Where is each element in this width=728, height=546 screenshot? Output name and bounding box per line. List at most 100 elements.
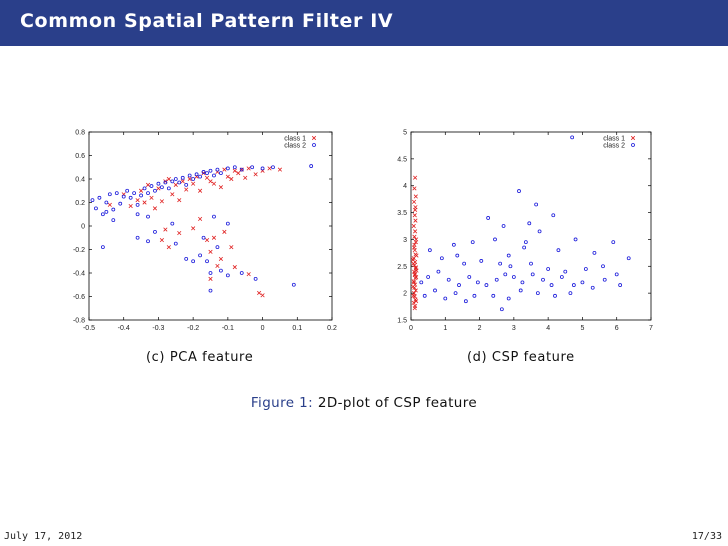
subcaption-csp: (d) CSP feature — [467, 350, 575, 365]
pca-y-tick-label: -0.4 — [73, 271, 85, 278]
csp-point-class-2 — [455, 253, 460, 258]
footer-date: July 17, 2012 — [4, 531, 83, 542]
pca-point-class-1 — [166, 245, 171, 250]
pca-point-class-2 — [212, 173, 216, 178]
pca-point-class-1 — [138, 188, 144, 193]
csp-point-class-1 — [413, 175, 418, 180]
pca-point-class-2 — [125, 188, 130, 193]
csp-point-class-2 — [457, 283, 461, 287]
csp-point-class-2 — [583, 267, 588, 271]
pca-point-class-2 — [170, 179, 175, 184]
csp-point-class-1 — [412, 199, 417, 204]
pca-point-class-2 — [153, 229, 157, 234]
pca-point-class-2 — [253, 276, 258, 281]
csp-point-class-2 — [443, 296, 448, 301]
csp-point-class-2 — [626, 256, 631, 261]
pca-point-class-2 — [166, 186, 171, 191]
csp-point-class-2 — [535, 291, 540, 296]
pca-point-class-1 — [191, 181, 196, 186]
csp-x-tick-label: 7 — [649, 325, 653, 332]
pca-point-class-1 — [211, 181, 217, 186]
csp-point-class-1 — [414, 253, 419, 258]
pca-point-class-1 — [128, 203, 133, 209]
csp-y-tick-label: 2.5 — [397, 264, 407, 271]
csp-legend-label: class 2 — [603, 143, 625, 150]
pca-point-class-2 — [225, 221, 230, 226]
pca-point-class-2 — [104, 200, 109, 205]
csp-point-class-1 — [410, 257, 416, 262]
csp-point-class-1 — [412, 213, 417, 218]
csp-point-class-2 — [422, 293, 427, 298]
pca-point-class-1 — [142, 200, 147, 205]
csp-point-class-1 — [412, 242, 417, 247]
csp-point-class-2 — [467, 275, 472, 279]
csp-y-tick-label: 1.5 — [397, 318, 407, 325]
csp-point-class-2 — [537, 229, 542, 234]
csp-point-class-2 — [530, 272, 535, 277]
csp-point-class-2 — [520, 280, 525, 285]
pca-point-class-2 — [94, 206, 98, 211]
csp-x-tick-label: 3 — [512, 325, 516, 332]
csp-point-class-2 — [570, 135, 575, 140]
pca-point-class-1 — [204, 175, 210, 180]
pca-point-class-2 — [170, 221, 175, 226]
csp-point-class-2 — [601, 264, 605, 269]
csp-point-class-2 — [499, 307, 504, 312]
pca-point-class-2 — [194, 172, 199, 177]
pca-point-class-2 — [291, 282, 296, 287]
pca-point-class-1 — [152, 206, 158, 211]
csp-y-tick-label: 3 — [403, 237, 407, 244]
csp-point-class-2 — [506, 253, 511, 258]
pca-point-class-2 — [260, 166, 265, 171]
csp-point-class-2 — [611, 240, 616, 245]
pca-point-class-2 — [132, 191, 137, 195]
csp-point-class-2 — [472, 293, 477, 298]
csp-point-class-2 — [491, 293, 496, 298]
csp-y-tick-label: 2 — [403, 291, 407, 298]
csp-point-class-2 — [484, 283, 489, 287]
pca-x-tick-label: -0.1 — [222, 325, 234, 332]
pca-point-class-2 — [135, 202, 140, 207]
pca-y-tick-label: 0.4 — [75, 177, 85, 184]
csp-point-class-2 — [463, 299, 468, 304]
pca-point-class-1 — [222, 229, 227, 234]
pca-y-tick-label: -0.2 — [73, 247, 85, 254]
pca-point-class-2 — [177, 180, 182, 185]
pca-point-class-1 — [236, 171, 241, 176]
pca-point-class-2 — [173, 177, 178, 181]
csp-point-class-2 — [551, 213, 556, 218]
pca-point-class-1 — [243, 175, 248, 180]
pca-y-tick-label: -0.8 — [73, 318, 85, 325]
pca-point-class-1 — [149, 195, 154, 200]
pca-point-class-1 — [267, 166, 272, 171]
pca-point-class-2 — [121, 194, 126, 199]
csp-point-class-1 — [414, 274, 419, 280]
pca-legend-label: class 2 — [284, 143, 306, 150]
pca-point-class-1 — [159, 238, 164, 243]
pca-point-class-2 — [250, 165, 255, 170]
pca-legend-marker — [311, 135, 317, 141]
pca-point-class-2 — [146, 191, 150, 195]
pca-point-class-2 — [201, 235, 206, 240]
csp-point-class-1 — [412, 234, 417, 239]
pca-y-tick-label: 0.2 — [75, 200, 85, 207]
csp-x-tick-label: 0 — [409, 325, 413, 332]
csp-point-class-2 — [556, 248, 561, 253]
pca-point-class-2 — [215, 245, 220, 250]
pca-point-class-1 — [159, 199, 164, 204]
pca-point-class-1 — [232, 168, 237, 173]
pca-point-class-2 — [146, 214, 150, 219]
pca-point-class-2 — [160, 185, 164, 190]
pca-point-class-1 — [145, 182, 151, 187]
pca-point-class-1 — [260, 293, 265, 298]
csp-point-class-1 — [412, 269, 417, 274]
pca-y-tick-label: 0 — [81, 224, 85, 231]
pca-point-class-1 — [170, 192, 175, 197]
csp-point-class-2 — [518, 288, 523, 293]
csp-y-tick-label: 4 — [403, 183, 407, 190]
csp-point-class-2 — [618, 283, 623, 287]
pca-point-class-2 — [232, 165, 237, 170]
pca-legend-label: class 1 — [284, 136, 306, 143]
pca-x-tick-label: -0.5 — [83, 325, 95, 332]
pca-point-class-2 — [163, 180, 168, 185]
